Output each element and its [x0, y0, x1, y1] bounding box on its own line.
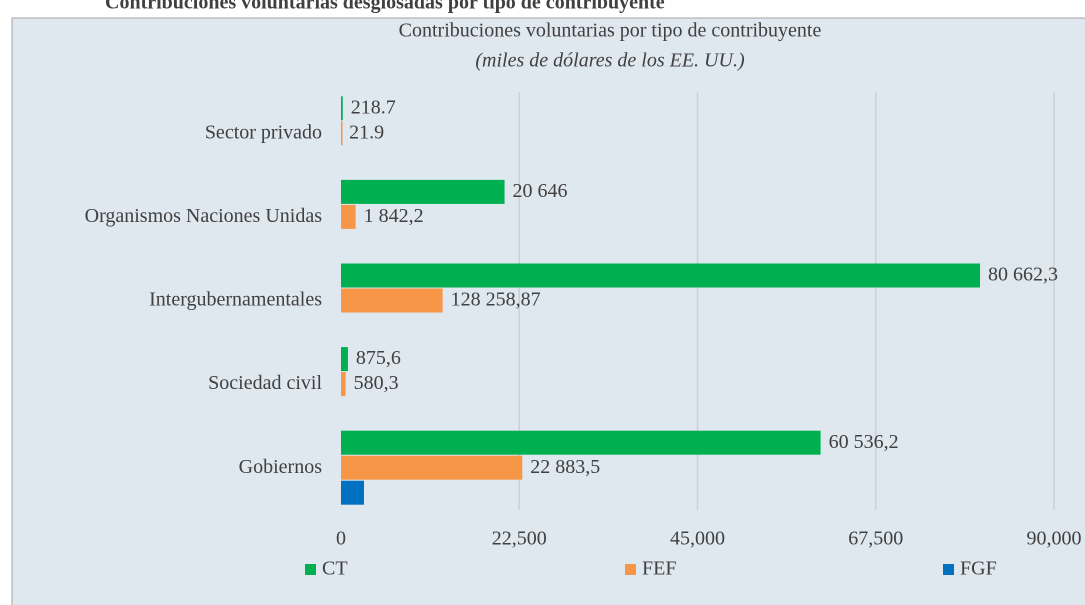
data-label: 20 646: [513, 180, 568, 202]
y-tick-label: Intergubernamentales: [149, 289, 322, 311]
legend-swatch: [943, 564, 954, 575]
bar: [341, 430, 821, 455]
chart-area: [11, 17, 1085, 605]
data-label: 128 258,87: [451, 289, 541, 311]
bar: [341, 347, 348, 372]
bar: [341, 263, 981, 288]
y-tick-label: Gobiernos: [239, 456, 323, 478]
data-label: 60 536,2: [829, 431, 899, 453]
legend-swatch: [305, 564, 316, 575]
bar: [341, 372, 346, 397]
y-tick-label: Organismos Naciones Unidas: [85, 205, 323, 227]
bar: [341, 96, 343, 121]
bar: [341, 204, 356, 229]
legend-label: FEF: [642, 558, 676, 580]
data-label: 80 662,3: [988, 264, 1058, 286]
data-label: 218.7: [351, 96, 396, 118]
data-label: 580,3: [354, 372, 399, 394]
data-label: 875,6: [356, 347, 401, 369]
bar: [341, 480, 364, 505]
legend-swatch: [625, 564, 636, 575]
y-tick-label: Sociedad civil: [208, 372, 322, 394]
bar: [341, 121, 343, 146]
data-label: 21.9: [349, 121, 384, 143]
x-tick-label: 45,000: [670, 528, 725, 550]
bar: [341, 179, 505, 204]
x-tick-label: 22,500: [492, 528, 547, 550]
x-tick-label: 67,500: [848, 528, 903, 550]
x-tick-label: 90,000: [1027, 528, 1082, 550]
bar: [341, 455, 523, 480]
y-tick-label: Sector privado: [205, 121, 322, 143]
header: Contribuciones voluntarias desglosadas p…: [105, 0, 665, 14]
x-tick-label: 0: [336, 528, 346, 550]
legend-label: FGF: [960, 558, 997, 580]
chart-title: Contribuciones voluntarias por tipo de c…: [399, 20, 822, 42]
chart-subtitle: (miles de dólares de los EE. UU.): [475, 50, 745, 72]
data-label: 1 842,2: [364, 205, 424, 227]
data-label: 22 883,5: [530, 456, 600, 478]
legend-label: CT: [322, 558, 348, 580]
bar: [341, 288, 443, 313]
